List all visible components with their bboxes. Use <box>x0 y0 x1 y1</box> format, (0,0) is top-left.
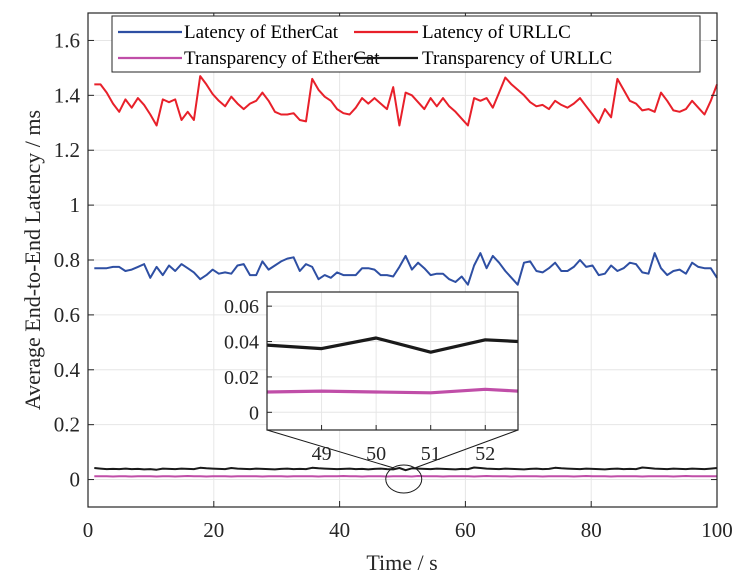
x-tick-label: 60 <box>455 518 476 542</box>
y-tick-label: 1 <box>70 193 81 217</box>
inset-x-tick-label: 49 <box>312 443 332 465</box>
legend-item: Latency of EtherCat <box>118 22 339 43</box>
zoom-connector-right <box>414 429 519 469</box>
legend-item: Transparency of EtherCat <box>118 48 380 69</box>
inset-series-line-transparency-of-ethercat <box>266 387 519 395</box>
zoom-connector-left <box>266 429 394 469</box>
inset-x-tick-label: 51 <box>421 443 441 465</box>
plot-frame <box>87 12 718 508</box>
main-series-lines <box>94 75 718 478</box>
x-tick-label: 20 <box>203 518 224 542</box>
y-tick-label: 0.6 <box>54 303 80 327</box>
y-tick-label: 1.2 <box>54 138 80 162</box>
legend-label: Latency of URLLC <box>422 22 571 43</box>
main-tick-labels: 0 20 40 60 80 100 0 0.2 0.4 0.6 0.8 1 1.2 1.4 1.6 <box>54 28 733 542</box>
inset-x-tick-label: 52 <box>475 443 495 465</box>
series-line-transparency-of-urllc <box>94 466 718 472</box>
series-line-latency-of-urllc <box>94 75 718 127</box>
inset-chart: 49 50 51 52 0 0.02 0.04 0.06 <box>224 291 519 465</box>
legend-label: Transparency of URLLC <box>422 48 612 69</box>
y-axis-title: Average End-to-End Latency / ms <box>20 110 45 410</box>
y-tick-label: 0 <box>70 468 81 492</box>
series-line-latency-of-ethercat <box>94 252 718 286</box>
y-tick-label: 1.4 <box>54 83 81 107</box>
inset-y-tick-label: 0.02 <box>224 367 259 389</box>
y-tick-label: 0.8 <box>54 248 80 272</box>
x-tick-label: 0 <box>83 518 94 542</box>
legend-label: Transparency of EtherCat <box>184 48 380 69</box>
zoom-region-ellipse <box>385 464 423 494</box>
inset-y-tick-label: 0.06 <box>224 296 259 318</box>
inset-background <box>267 292 518 430</box>
inset-frame <box>266 291 519 431</box>
legend-item: Latency of URLLC <box>354 22 571 43</box>
x-tick-label: 80 <box>581 518 602 542</box>
x-tick-label: 100 <box>701 518 733 542</box>
y-tick-label: 0.4 <box>54 358 81 382</box>
y-tick-label: 0.2 <box>54 413 80 437</box>
legend-item: Transparency of URLLC <box>354 48 612 69</box>
inset-y-tick-label: 0 <box>249 402 259 424</box>
zoom-connector <box>266 429 519 494</box>
inset-y-tick-label: 0.04 <box>224 332 259 354</box>
x-axis-title: Time / s <box>366 550 437 575</box>
inset-x-tick-label: 50 <box>366 443 386 465</box>
y-tick-label: 1.6 <box>54 28 80 52</box>
inset-series-line-transparency-of-urllc <box>266 336 519 354</box>
legend-label: Latency of EtherCat <box>184 22 339 43</box>
series-line-transparency-of-ethercat <box>94 475 717 478</box>
legend-box <box>111 15 701 73</box>
legend: Latency of EtherCat Latency of URLLC Trans… <box>111 15 701 73</box>
x-tick-label: 40 <box>329 518 350 542</box>
